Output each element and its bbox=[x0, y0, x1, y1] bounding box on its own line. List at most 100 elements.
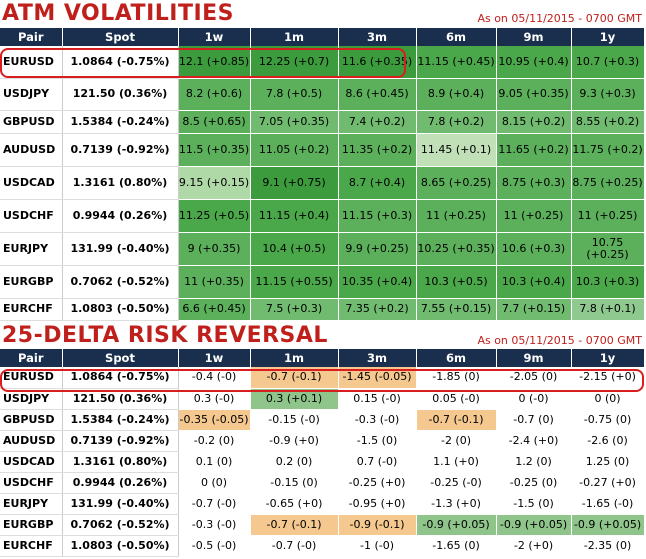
rr-cell: 0.3 (-0) bbox=[178, 388, 251, 410]
table-row: USDCAD 1.3161 (0.80%) 9.15 (+0.15) 9.1 (… bbox=[0, 166, 645, 200]
rr-cell: -0.9 (+0.05) bbox=[571, 514, 645, 536]
table-row: AUDUSD 0.7139 (-0.92%) -0.2 (0) -0.9 (+0… bbox=[0, 430, 645, 452]
vol-cell: 10.25 (+0.35) bbox=[416, 232, 497, 266]
table-row: USDCHF 0.9944 (0.26%) 11.25 (+0.5) 11.15… bbox=[0, 199, 645, 233]
spot-cell: 121.50 (0.36%) bbox=[62, 78, 179, 111]
spot-cell: 1.3161 (0.80%) bbox=[62, 451, 179, 473]
atm-header-3m: 3m bbox=[338, 28, 417, 46]
rr-cell: -2.4 (+0) bbox=[496, 430, 572, 452]
atm-header-row: Pair Spot 1w 1m 3m 6m 9m 1y bbox=[0, 28, 645, 46]
rr-cell: 1.2 (0) bbox=[496, 451, 572, 473]
table-row: GBPUSD 1.5384 (-0.24%) -0.35 (-0.05) -0.… bbox=[0, 409, 645, 431]
vol-cell: 11.75 (+0.2) bbox=[571, 133, 645, 167]
vol-cell: 12.25 (+0.7) bbox=[250, 46, 339, 79]
rr-cell: -1.65 (0) bbox=[416, 535, 497, 557]
spot-cell: 0.7139 (-0.92%) bbox=[62, 430, 179, 452]
atm-header-1y: 1y bbox=[571, 28, 645, 46]
rr-cell: -0.25 (+0) bbox=[338, 472, 417, 494]
rr-cell: -1.5 (0) bbox=[496, 493, 572, 515]
rr-title: 25-DELTA RISK REVERSAL bbox=[2, 323, 328, 348]
vol-cell: 10.6 (+0.3) bbox=[496, 232, 572, 266]
vol-cell: 7.35 (+0.2) bbox=[338, 298, 417, 321]
rr-cell: 0 (-0) bbox=[496, 388, 572, 410]
rr-cell: -2 (0) bbox=[416, 430, 497, 452]
vol-cell: 8.75 (+0.3) bbox=[496, 166, 572, 200]
spot-cell: 0.9944 (0.26%) bbox=[62, 472, 179, 494]
vol-cell: 10.7 (+0.3) bbox=[571, 46, 645, 79]
spot-cell: 1.5384 (-0.24%) bbox=[62, 409, 179, 431]
rr-cell: -0.35 (-0.05) bbox=[178, 409, 251, 431]
rr-cell: -1.65 (-0) bbox=[571, 493, 645, 515]
vol-cell: 9.3 (+0.3) bbox=[571, 78, 645, 111]
rr-cell: -0.2 (0) bbox=[178, 430, 251, 452]
spot-cell: 0.9944 (0.26%) bbox=[62, 199, 179, 233]
atm-as-of: As on 05/11/2015 - 0700 GMT bbox=[477, 12, 642, 25]
atm-header-1w: 1w bbox=[178, 28, 251, 46]
rr-cell: -1.5 (0) bbox=[338, 430, 417, 452]
vol-cell: 9.1 (+0.75) bbox=[250, 166, 339, 200]
spot-cell: 1.5384 (-0.24%) bbox=[62, 110, 179, 134]
rr-cell: -2 (+0) bbox=[496, 535, 572, 557]
atm-volatilities-section: ATM VOLATILITIES As on 05/11/2015 - 0700… bbox=[0, 1, 645, 321]
spot-cell: 1.0803 (-0.50%) bbox=[62, 535, 179, 557]
rr-cell: -1.3 (+0) bbox=[416, 493, 497, 515]
rr-cell: -0.7 (-0.1) bbox=[250, 367, 339, 389]
vol-cell: 10.35 (+0.4) bbox=[338, 265, 417, 299]
pair-cell: GBPUSD bbox=[0, 409, 63, 431]
vol-cell: 10.75 (+0.25) bbox=[571, 232, 645, 266]
table-row: EURGBP 0.7062 (-0.52%) -0.3 (-0) -0.7 (-… bbox=[0, 514, 645, 536]
vol-cell: 7.5 (+0.3) bbox=[250, 298, 339, 321]
rr-as-of: As on 05/11/2015 - 0700 GMT bbox=[477, 334, 642, 347]
vol-cell: 11.6 (+0.35) bbox=[338, 46, 417, 79]
table-row: EURCHF 1.0803 (-0.50%) 6.6 (+0.45) 7.5 (… bbox=[0, 298, 645, 321]
vol-cell: 8.5 (+0.65) bbox=[178, 110, 251, 134]
vol-cell: 11.15 (+0.4) bbox=[250, 199, 339, 233]
vol-cell: 10.3 (+0.3) bbox=[571, 265, 645, 299]
rr-cell: -0.25 (0) bbox=[496, 472, 572, 494]
vol-cell: 10.95 (+0.4) bbox=[496, 46, 572, 79]
rr-cell: -0.7 (-0.1) bbox=[416, 409, 497, 431]
atm-header-spot: Spot bbox=[62, 28, 179, 46]
atm-header-pair: Pair bbox=[0, 28, 63, 46]
table-row: EURUSD 1.0864 (-0.75%) -0.4 (-0) -0.7 (-… bbox=[0, 367, 645, 389]
vol-cell: 6.6 (+0.45) bbox=[178, 298, 251, 321]
vol-cell: 8.6 (+0.45) bbox=[338, 78, 417, 111]
vol-cell: 11.15 (+0.55) bbox=[250, 265, 339, 299]
vol-cell: 12.1 (+0.85) bbox=[178, 46, 251, 79]
rr-header-6m: 6m bbox=[416, 349, 497, 367]
vol-cell: 11 (+0.25) bbox=[496, 199, 572, 233]
vol-cell: 8.75 (+0.25) bbox=[571, 166, 645, 200]
vol-cell: 10.3 (+0.4) bbox=[496, 265, 572, 299]
spot-cell: 1.0864 (-0.75%) bbox=[62, 46, 179, 79]
vol-cell: 8.7 (+0.4) bbox=[338, 166, 417, 200]
table-row: EURJPY 131.99 (-0.40%) -0.7 (-0) -0.65 (… bbox=[0, 493, 645, 515]
pair-cell: GBPUSD bbox=[0, 110, 63, 134]
pair-cell: USDCAD bbox=[0, 451, 63, 473]
rr-header-1y: 1y bbox=[571, 349, 645, 367]
vol-cell: 11 (+0.25) bbox=[571, 199, 645, 233]
spot-cell: 131.99 (-0.40%) bbox=[62, 493, 179, 515]
rr-cell: -0.4 (-0) bbox=[178, 367, 251, 389]
rr-cell: -0.75 (0) bbox=[571, 409, 645, 431]
atm-table: Pair Spot 1w 1m 3m 6m 9m 1y EURUSD 1.086… bbox=[0, 28, 645, 321]
rr-cell: -0.7 (-0.1) bbox=[250, 514, 339, 536]
spot-cell: 1.0864 (-0.75%) bbox=[62, 367, 179, 389]
pair-cell: EURUSD bbox=[0, 367, 63, 389]
rr-cell: 0.05 (-0) bbox=[416, 388, 497, 410]
rr-cell: 0.15 (-0) bbox=[338, 388, 417, 410]
rr-header-1m: 1m bbox=[250, 349, 339, 367]
rr-header-pair: Pair bbox=[0, 349, 63, 367]
vol-cell: 7.7 (+0.15) bbox=[496, 298, 572, 321]
rr-cell: 0 (0) bbox=[571, 388, 645, 410]
vol-cell: 8.9 (+0.4) bbox=[416, 78, 497, 111]
rr-cell: 1.1 (+0) bbox=[416, 451, 497, 473]
vol-cell: 11.25 (+0.5) bbox=[178, 199, 251, 233]
pair-cell: USDJPY bbox=[0, 388, 63, 410]
risk-reversal-section: 25-DELTA RISK REVERSAL As on 05/11/2015 … bbox=[0, 322, 646, 559]
pair-cell: EURUSD bbox=[0, 46, 63, 79]
spot-cell: 0.7062 (-0.52%) bbox=[62, 265, 179, 299]
pair-cell: EURGBP bbox=[0, 265, 63, 299]
atm-header-1m: 1m bbox=[250, 28, 339, 46]
spot-cell: 0.7062 (-0.52%) bbox=[62, 514, 179, 536]
rr-header-row: Pair Spot 1w 1m 3m 6m 9m 1y bbox=[0, 349, 645, 367]
